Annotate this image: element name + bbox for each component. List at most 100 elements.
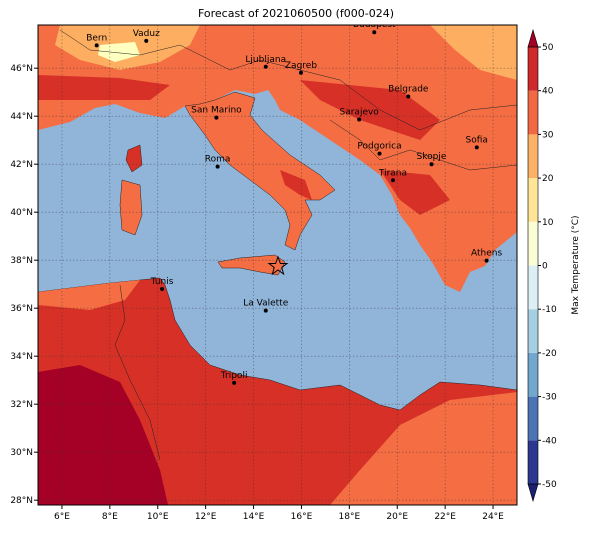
y-tick-label: 44°N: [10, 112, 33, 122]
city-label: Ljubljana: [245, 55, 286, 65]
colorbar-tick-label: 10: [542, 218, 554, 228]
city-dot: [160, 287, 165, 291]
grid: [38, 25, 517, 505]
city-label: Belgrade: [388, 85, 429, 95]
city-label: Athens: [471, 249, 502, 259]
city-label: Roma: [205, 155, 231, 165]
title: Forecast of 2021060500 (f000-024): [198, 7, 394, 20]
city-dot: [144, 38, 149, 43]
city-label: Podgorica: [357, 142, 401, 152]
colorbar-tick-label: -30: [542, 393, 557, 403]
colorbar-tick-label: 50: [542, 43, 554, 53]
city-label: Zagreb: [285, 61, 317, 71]
city-label: Tunis: [150, 277, 174, 287]
city-label: Sarajevo: [340, 108, 380, 118]
city-dot: [372, 30, 377, 35]
x-tick-label: 18°E: [339, 512, 361, 522]
colorbar-tick-label: -50: [542, 480, 557, 490]
city-label: Bern: [86, 33, 107, 43]
x-tick-label: 20°E: [386, 512, 408, 522]
x-tick-label: 16°E: [291, 512, 313, 522]
tunisia-coast: [38, 280, 140, 310]
city-dot: [377, 151, 382, 156]
colorbar-band: [528, 134, 538, 179]
colorbar-tick-label: 20: [542, 174, 554, 184]
y-tick-label: 42°N: [10, 160, 33, 170]
corsica: [125, 144, 143, 173]
colorbar-tick-label: 40: [542, 87, 554, 97]
colorbar-band: [528, 440, 538, 484]
italy-hot: [280, 170, 312, 200]
y-tick-label: 40°N: [10, 208, 33, 218]
city-label: Skopje: [417, 152, 447, 162]
y-tick-label: 36°N: [10, 304, 33, 314]
city-dot: [214, 115, 219, 120]
colorbar-band: [528, 90, 538, 135]
x-tick-label: 6°E: [54, 512, 70, 522]
city-dot: [263, 64, 268, 69]
colorbar-band: [528, 309, 538, 353]
city-dot: [94, 43, 99, 48]
city-dot: [357, 117, 362, 122]
colorbar-under: [527, 483, 539, 503]
y-tick-label: 46°N: [10, 64, 33, 74]
x-tick-label: 24°E: [482, 512, 504, 522]
border: [329, 119, 517, 171]
star-marker: [267, 255, 289, 276]
y-tick-label: 32°N: [10, 400, 33, 410]
city-dot: [474, 145, 479, 150]
sahara-hot: [38, 365, 168, 505]
city-dot: [429, 162, 434, 167]
x-tick-label: 14°E: [243, 512, 265, 522]
x-tick-label: 10°E: [147, 512, 169, 522]
city-dot: [406, 94, 411, 99]
alps-cold: [98, 42, 140, 62]
balkan-hot: [300, 80, 440, 140]
colorbar-tick-label: -20: [542, 349, 557, 359]
x-tick-label: 8°E: [102, 512, 118, 522]
border: [59, 29, 517, 131]
colorbar-band: [528, 352, 538, 397]
city-label: Tripoli: [220, 371, 248, 381]
x-tick-label: 22°E: [434, 512, 456, 522]
city-label: Sofia: [466, 135, 488, 145]
city-dot: [298, 70, 303, 75]
map-frame: [37, 24, 518, 506]
egypt-warm: [330, 392, 517, 505]
city-label: Tirana: [378, 168, 407, 178]
colorbar-band: [528, 47, 538, 91]
colorbar-band: [528, 265, 538, 310]
colorbar-tick-label: 30: [542, 130, 554, 140]
city-dot: [232, 380, 237, 385]
city-label: Budapest: [353, 20, 396, 30]
greece-hot: [380, 170, 450, 215]
city-label: Vaduz: [133, 29, 160, 39]
colorbar-label: Max Temperature (°C): [571, 215, 581, 314]
east-cool: [430, 25, 517, 80]
y-tick-label: 30°N: [10, 448, 33, 458]
sardinia: [119, 179, 143, 236]
colorbar: -50 -40 -30 -20 -10 0 10 20 30 40 50: [527, 28, 557, 503]
colorbar-tick-label: -40: [542, 436, 557, 446]
colorbar-band: [528, 221, 538, 266]
colorbar-tick-label: 0: [542, 262, 548, 272]
axis-ticks: 6°E 8°E 10°E 12°E 14°E 16°E 18°E 20°E 22°E 24°E 28…: [10, 64, 504, 522]
italy: [184, 91, 336, 251]
city-dot: [263, 308, 268, 313]
po-hot: [38, 75, 170, 100]
city-label: San Marino: [191, 106, 242, 116]
y-tick-label: 28°N: [10, 496, 33, 506]
colorbar-band: [528, 178, 538, 222]
city-dot: [484, 258, 489, 263]
city-dot: [215, 164, 220, 169]
city-dot: [390, 178, 395, 183]
y-tick-label: 38°N: [10, 256, 33, 266]
x-tick-label: 12°E: [195, 512, 217, 522]
colorbar-band: [528, 396, 538, 441]
city-label: La Valette: [243, 299, 288, 309]
y-tick-label: 34°N: [10, 352, 33, 362]
colorbar-tick-label: -10: [542, 305, 557, 315]
